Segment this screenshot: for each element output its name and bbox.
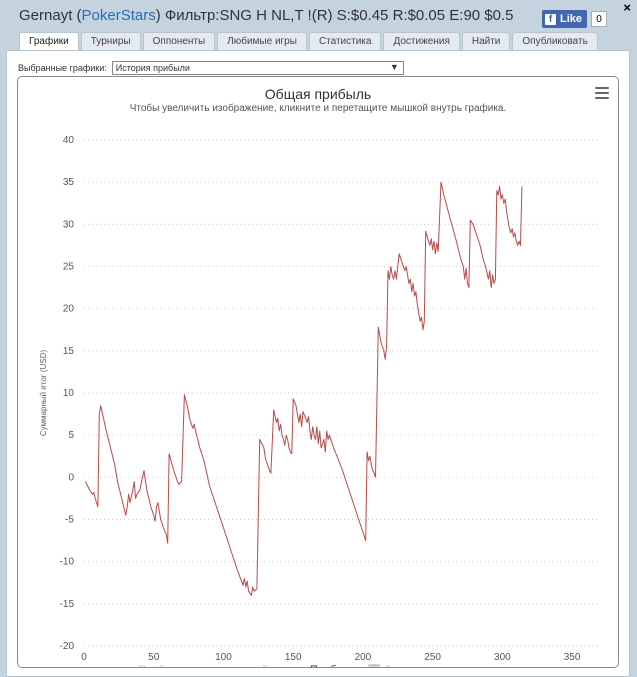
y-axis-title: Суммарный итог (USD) [39, 350, 48, 437]
x-tick-label: 200 [355, 652, 372, 663]
y-tick-label: 25 [63, 262, 75, 273]
chart-selector-row: Выбранные графики: История прибыли ▼ [18, 60, 404, 75]
y-tick-label: 15 [63, 346, 75, 357]
tab-4[interactable]: Любимые игры [217, 32, 307, 50]
y-tick-label: -20 [60, 641, 75, 652]
y-tick-label: 40 [63, 135, 75, 146]
dropdown-arrow-icon: ▼ [389, 61, 399, 72]
title-filter: ) Фильтр:SNG H NL,T !(R) S:$0.45 R:$0.05… [155, 7, 514, 24]
y-tick-label: -10 [60, 557, 75, 568]
like-label: Like [560, 13, 583, 25]
x-tick-label: 50 [148, 652, 160, 663]
y-tick-label: 35 [63, 177, 75, 188]
x-tick-label: 250 [424, 652, 441, 663]
title-bar: Gernayt (PokerStars) Фильтр:SNG H NL,T !… [0, 0, 637, 32]
close-icon[interactable]: × [623, 0, 631, 15]
legend-item[interactable]: Прибыль за минусом рейка [138, 664, 280, 667]
y-tick-label: 30 [63, 219, 75, 230]
like-count: 0 [591, 11, 608, 27]
facebook-like-button[interactable]: f Like [542, 10, 588, 28]
y-tick-label: 10 [63, 388, 75, 399]
tab-2[interactable]: Турниры [80, 32, 141, 50]
profit-chart[interactable]: Общая прибыль Чтобы увеличить изображени… [17, 76, 619, 668]
chart-select-value: История прибыли [115, 62, 190, 73]
facebook-like-widget[interactable]: f Like 0 [542, 10, 608, 28]
x-tick-label: 350 [564, 652, 581, 663]
y-tick-label: -15 [60, 599, 75, 610]
y-tick-label: -5 [65, 515, 74, 526]
chart-selector-label: Выбранные графики: [18, 62, 107, 73]
tab-6[interactable]: Достижения [383, 32, 460, 50]
legend-item[interactable]: Значительные выигрыши [385, 664, 514, 667]
x-tick-label: 100 [215, 652, 232, 663]
charts-panel: Выбранные графики: История прибыли ▼ Общ… [6, 50, 630, 677]
tab-bar: Графики Турниры Оппоненты Любимые игры Стати… [19, 32, 598, 50]
y-tick-label: 0 [68, 472, 74, 483]
legend-item[interactable]: Прибыль [310, 664, 357, 667]
chart-select[interactable]: История прибыли ▼ [111, 60, 404, 75]
y-tick-label: 5 [68, 430, 74, 441]
legend-symbol [368, 664, 380, 667]
x-tick-label: 0 [81, 652, 87, 663]
tab-8[interactable]: Опубликовать [512, 32, 598, 50]
x-tick-label: 300 [494, 652, 511, 663]
y-tick-label: 20 [63, 304, 75, 315]
tab-3[interactable]: Оппоненты [142, 32, 216, 50]
tab-1[interactable]: Графики [19, 32, 79, 50]
facebook-icon: f [545, 13, 556, 25]
chart-title: Общая прибыль [264, 86, 372, 102]
tab-7[interactable]: Найти [461, 32, 511, 50]
chart-subtitle: Чтобы увеличить изображение, кликните и … [129, 103, 507, 114]
title-user: Gernayt ( [19, 7, 82, 24]
x-tick-label: 150 [285, 652, 302, 663]
site-link[interactable]: PokerStars [81, 7, 156, 24]
tab-5[interactable]: Статистика [308, 32, 382, 50]
profit-series-line [84, 181, 523, 596]
window-title: Gernayt (PokerStars) Фильтр:SNG H NL,T !… [19, 7, 514, 24]
hamburger-menu-icon[interactable] [595, 87, 609, 99]
